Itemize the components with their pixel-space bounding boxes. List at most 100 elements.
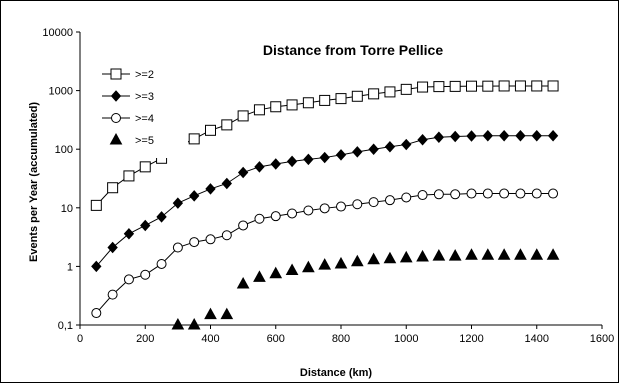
y-tick-label: 1 — [67, 261, 73, 273]
series-2 — [91, 129, 559, 273]
data-point — [482, 188, 493, 199]
data-point — [171, 317, 185, 330]
data-point — [188, 133, 200, 145]
data-point — [107, 241, 118, 254]
data-point — [107, 182, 119, 194]
legend-marker — [110, 68, 122, 80]
y-axis-label: Events per Year (accumulated) — [28, 102, 40, 262]
data-point — [237, 166, 249, 179]
data-point — [497, 248, 511, 260]
data-point — [336, 201, 346, 212]
data-point — [286, 99, 298, 111]
data-point — [351, 90, 363, 102]
data-point — [514, 80, 526, 92]
data-point — [302, 97, 314, 109]
data-point — [482, 129, 493, 142]
data-point — [448, 249, 462, 261]
axes: 0 200 400 600 800 1000 1200 1400 1600 0,1 1 10 100 10… — [42, 27, 614, 345]
data-point — [547, 129, 559, 142]
data-point — [253, 270, 266, 282]
data-point — [465, 248, 478, 260]
data-point — [514, 248, 527, 260]
data-point — [205, 124, 216, 136]
data-point — [189, 190, 200, 202]
data-point — [515, 129, 526, 142]
data-point — [221, 119, 233, 131]
data-point — [368, 88, 380, 100]
series-4 — [171, 248, 560, 330]
data-point — [515, 188, 526, 199]
data-point — [449, 80, 461, 92]
legend-label: >=4 — [135, 113, 154, 125]
data-point — [221, 177, 232, 190]
data-point — [383, 251, 397, 264]
data-point — [221, 230, 232, 241]
data-point — [254, 161, 265, 173]
data-point — [384, 195, 395, 206]
y-tick-label: 1000 — [49, 86, 73, 98]
data-point — [236, 277, 250, 289]
x-axis-label: Distance (km) — [300, 367, 372, 379]
data-point — [123, 170, 135, 182]
data-point — [401, 192, 412, 203]
data-point — [481, 248, 495, 260]
legend-marker — [110, 90, 122, 102]
data-point — [270, 158, 281, 170]
data-point — [498, 129, 510, 142]
data-point — [172, 242, 183, 253]
data-point — [269, 266, 283, 279]
x-tick-label: 600 — [267, 333, 285, 345]
data-point — [384, 141, 396, 153]
data-point — [531, 129, 542, 142]
data-point — [384, 86, 396, 98]
data-point — [303, 153, 314, 166]
data-point — [238, 220, 249, 231]
data-point — [140, 219, 151, 232]
data-point — [204, 307, 217, 320]
data-point — [205, 183, 216, 195]
data-point — [548, 188, 559, 199]
data-point — [270, 211, 281, 222]
data-point — [187, 317, 201, 330]
legend-entry: >=3 — [102, 90, 154, 103]
x-tick-label: 200 — [136, 333, 154, 345]
data-point — [417, 81, 429, 93]
data-point — [335, 93, 347, 105]
data-point — [466, 130, 477, 142]
legend-label: >=3 — [135, 91, 154, 103]
data-point — [433, 131, 445, 143]
data-point — [123, 228, 135, 240]
x-tick-label: 400 — [201, 333, 219, 345]
legend-label: >=5 — [135, 135, 154, 147]
data-point — [91, 308, 102, 319]
data-point — [368, 197, 379, 208]
data-point — [318, 258, 332, 270]
series-1 — [90, 80, 559, 211]
data-point — [368, 143, 379, 155]
data-point — [220, 307, 234, 320]
x-tick-label: 1400 — [525, 333, 549, 345]
data-point — [482, 80, 494, 92]
data-point — [450, 189, 461, 200]
data-point — [416, 249, 429, 262]
data-point — [401, 138, 412, 151]
data-point — [417, 190, 428, 201]
data-point — [205, 234, 216, 245]
x-tick-label: 1600 — [590, 333, 614, 345]
data-point — [530, 248, 544, 260]
legend-entry: >=4 — [102, 113, 154, 125]
data-point — [399, 250, 413, 263]
data-point — [253, 104, 265, 116]
x-tick-label: 1000 — [394, 333, 418, 345]
data-point — [400, 83, 412, 95]
legend-marker — [109, 132, 123, 145]
data-point — [319, 203, 330, 214]
legend-entry: >=5 — [109, 132, 154, 147]
data-point — [352, 199, 363, 210]
data-point — [302, 260, 315, 273]
data-point — [156, 258, 167, 269]
data-point — [140, 269, 151, 280]
legend: >=2 >=3 >=4 >=5 — [100, 62, 188, 158]
data-point — [334, 256, 348, 269]
